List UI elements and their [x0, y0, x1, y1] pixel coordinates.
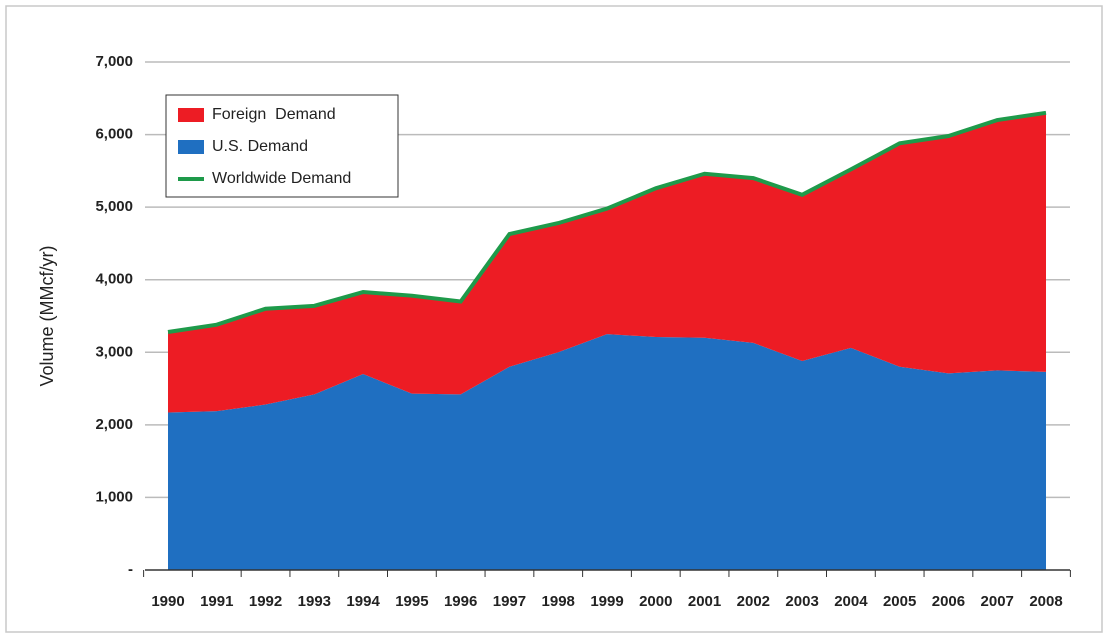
area [168, 334, 1046, 570]
x-tick-label: 1992 [249, 593, 282, 610]
legend-box [165, 94, 399, 198]
y-tick-label: 6,000 [95, 126, 133, 143]
x-tick-label: 1991 [200, 593, 233, 610]
x-tick-label: 1990 [151, 593, 184, 610]
legend-label: Foreign Demand [212, 106, 336, 123]
y-tick-label: 2,000 [95, 416, 133, 433]
x-tick-label: 2008 [1029, 593, 1062, 610]
area [168, 112, 1046, 413]
legend-swatch [178, 108, 204, 122]
legend-label: U.S. Demand [212, 138, 308, 155]
x-tick-label: 2005 [883, 593, 916, 610]
x-tick-label: 1994 [346, 593, 380, 610]
legend-swatch [178, 140, 204, 154]
x-tick-label: 2001 [688, 593, 721, 610]
y-tick-label: - [128, 561, 133, 578]
y-tick-label: 1,000 [95, 488, 133, 505]
x-tick-label: 2004 [834, 593, 868, 610]
line [167, 110, 1047, 334]
y-tick-label: 5,000 [95, 198, 133, 215]
y-tick-label: 7,000 [95, 53, 133, 70]
x-tick-label: 2002 [737, 593, 770, 610]
x-tick-label: 1996 [444, 593, 477, 610]
x-tick-label: 1995 [395, 593, 428, 610]
legend-label: Worldwide Demand [212, 170, 351, 187]
x-tick-label: 2006 [932, 593, 965, 610]
x-tick-label: 2003 [785, 593, 818, 610]
x-tick-label: 1993 [298, 593, 331, 610]
y-tick-label: 4,000 [95, 271, 133, 288]
y-tick-label: 3,000 [95, 343, 133, 360]
y-axis-label: Volume (MMcf/yr) [37, 245, 57, 386]
x-tick-label: 1997 [493, 593, 526, 610]
x-tick-label: 2000 [639, 593, 672, 610]
x-tick-label: 1999 [590, 593, 623, 610]
x-tick-label: 1998 [542, 593, 575, 610]
x-tick-label: 2007 [981, 593, 1014, 610]
